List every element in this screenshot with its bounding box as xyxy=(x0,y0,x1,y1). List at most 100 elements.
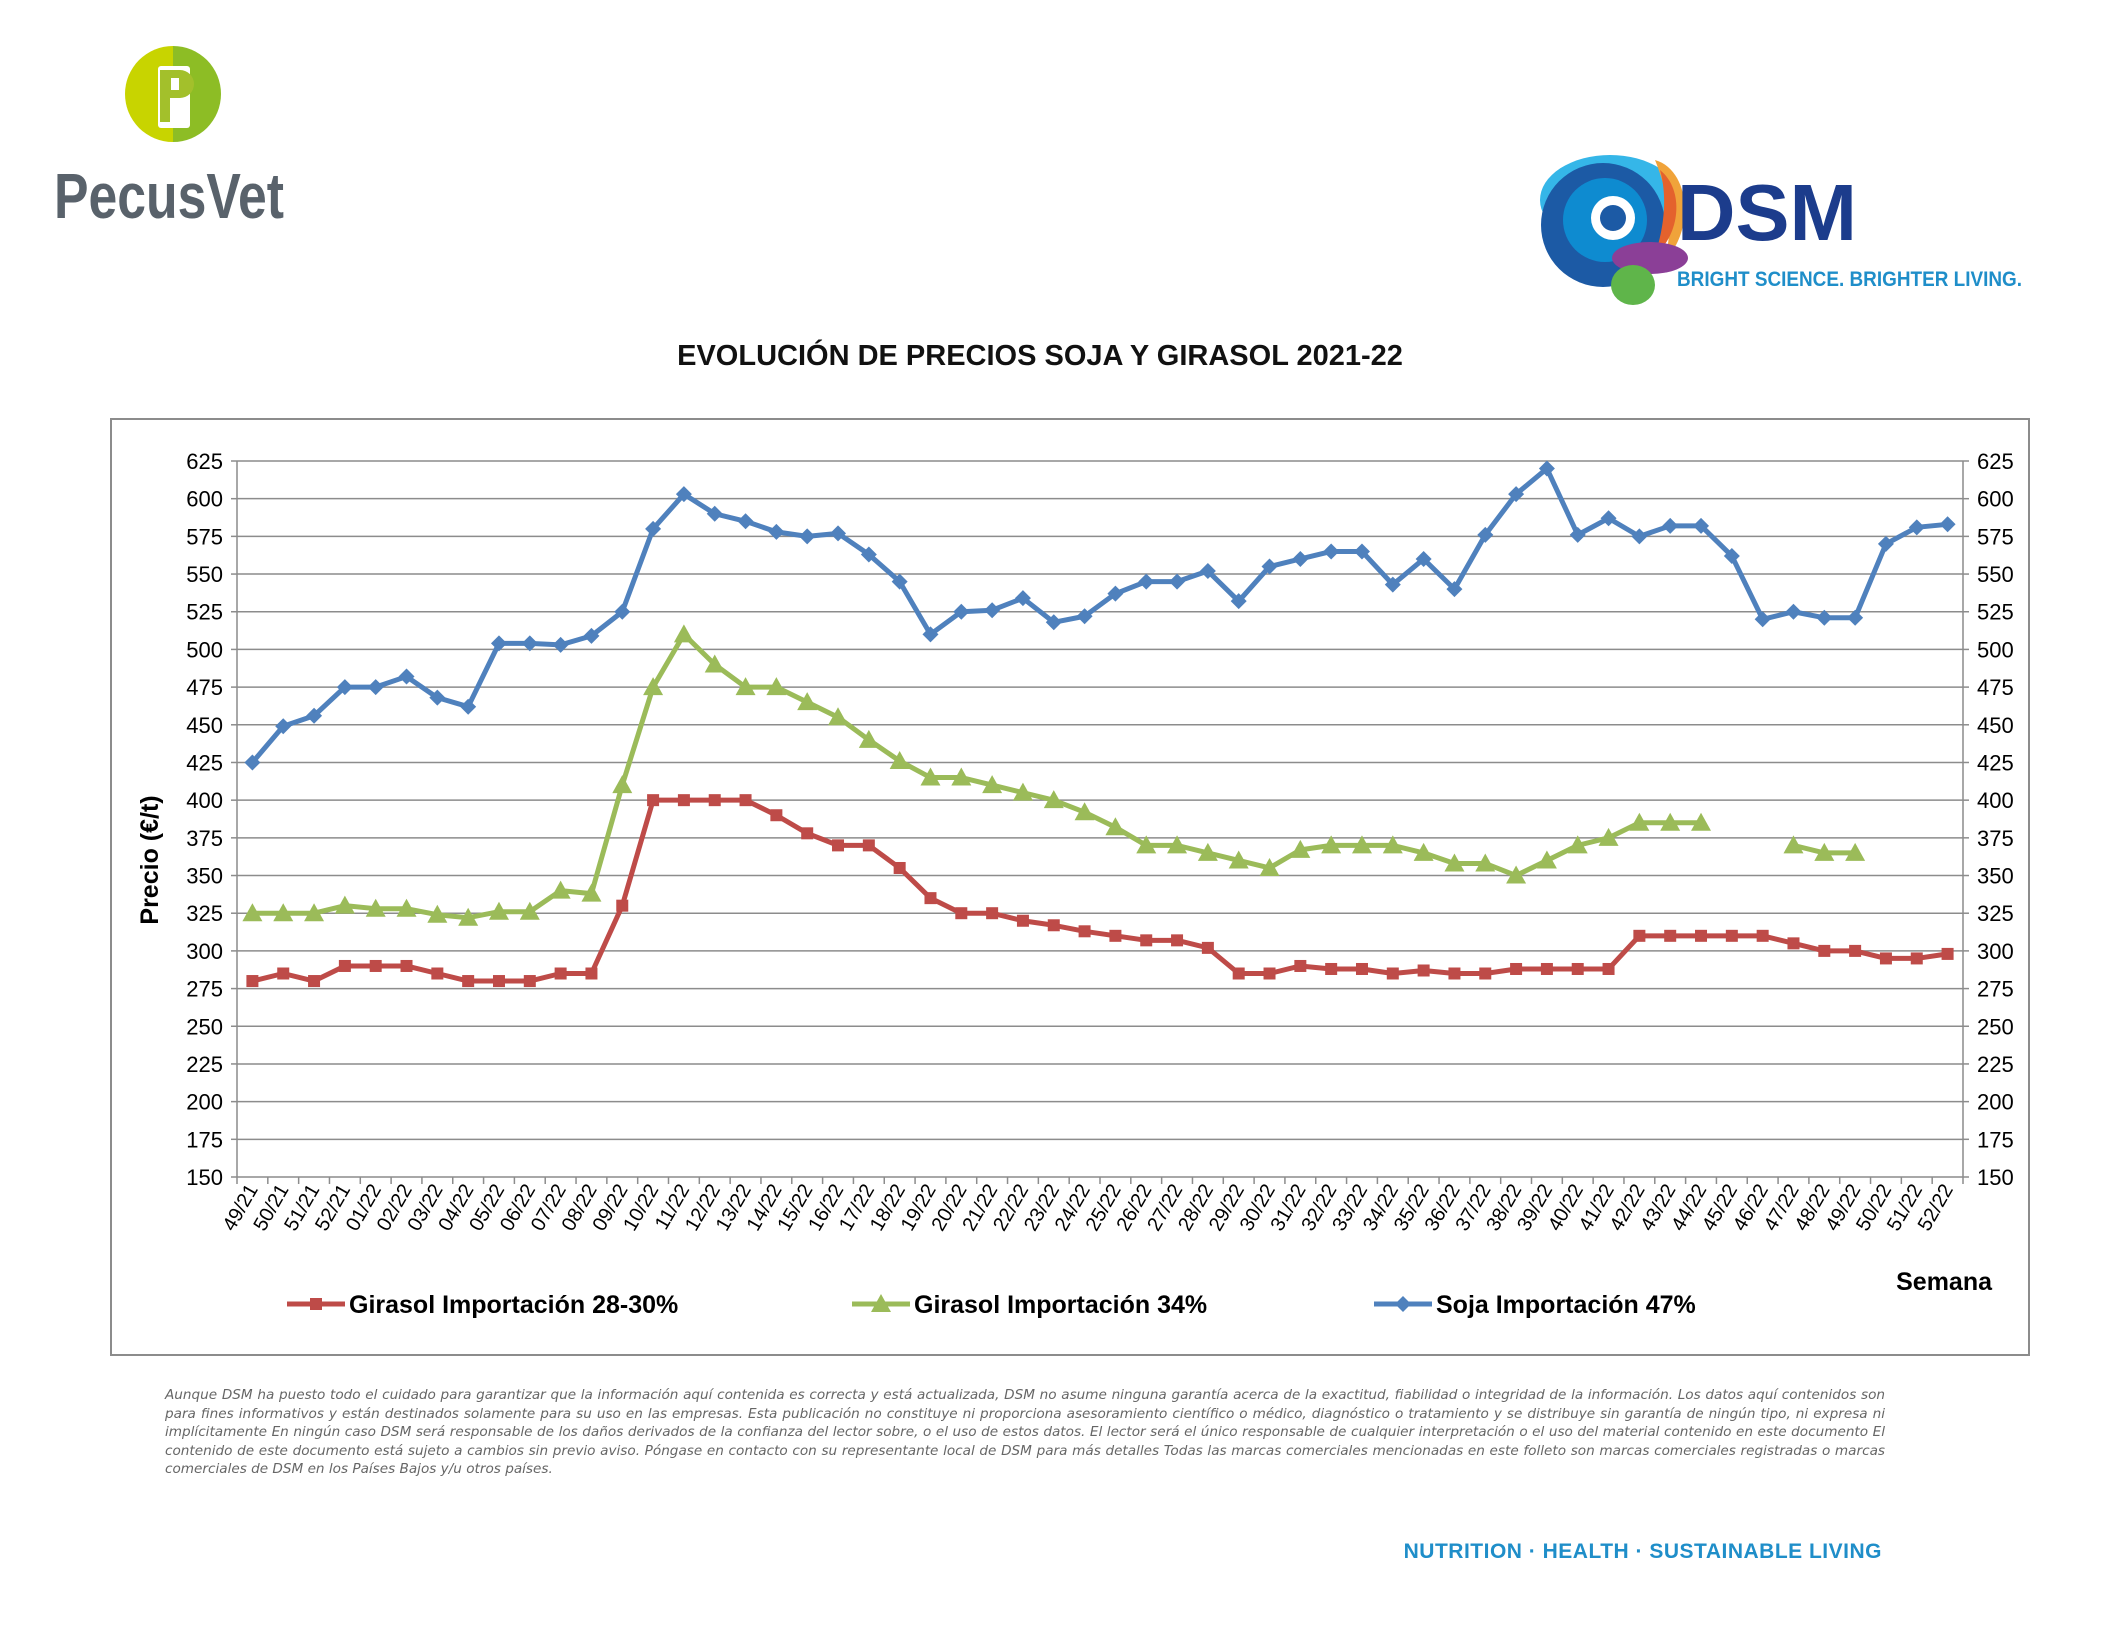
data-point xyxy=(1294,959,1307,972)
data-point xyxy=(1323,543,1340,560)
legend-label: Girasol Importación 28-30% xyxy=(349,1291,678,1319)
data-point xyxy=(1384,576,1401,593)
data-point xyxy=(1538,460,1555,477)
y2-tick-label: 625 xyxy=(1977,449,2014,474)
data-point xyxy=(1477,526,1494,543)
data-point xyxy=(1479,967,1492,980)
data-point xyxy=(1448,967,1461,980)
data-point xyxy=(1446,581,1463,598)
y2-tick-label: 275 xyxy=(1977,977,2014,1002)
data-point xyxy=(1783,835,1804,854)
data-point xyxy=(830,525,847,542)
data-point xyxy=(1355,962,1368,975)
data-point xyxy=(1818,944,1831,957)
data-point xyxy=(1259,857,1280,876)
y2-tick-label: 550 xyxy=(1977,562,2014,587)
data-point xyxy=(1695,929,1708,942)
dsm-emblem xyxy=(1540,155,1688,305)
data-point xyxy=(244,754,261,771)
y2-tick-label: 150 xyxy=(1977,1165,2014,1190)
data-point xyxy=(338,959,351,972)
data-point xyxy=(583,627,600,644)
y2-tick-label: 525 xyxy=(1977,600,2014,625)
y-tick-label: 525 xyxy=(186,600,223,625)
data-point xyxy=(891,573,908,590)
legend-marker xyxy=(871,1294,891,1312)
y2-tick-label: 600 xyxy=(1977,487,2014,512)
data-point xyxy=(737,513,754,530)
data-point xyxy=(521,635,538,652)
data-point xyxy=(770,809,783,822)
data-point xyxy=(1475,853,1496,872)
data-point xyxy=(1230,593,1247,610)
data-point xyxy=(1536,850,1557,869)
data-point xyxy=(273,903,294,922)
y-tick-label: 425 xyxy=(186,750,223,775)
data-point xyxy=(675,486,692,503)
data-point xyxy=(1014,590,1031,607)
data-point xyxy=(1785,603,1802,620)
series-2 xyxy=(242,624,1866,926)
legend-marker xyxy=(310,1298,322,1310)
data-point xyxy=(1169,573,1186,590)
series-3 xyxy=(244,460,1956,771)
data-point xyxy=(766,677,787,696)
y-tick-label: 300 xyxy=(186,939,223,964)
disclaimer-text: Aunque DSM ha puesto todo el cuidado par… xyxy=(165,1387,1885,1477)
data-point xyxy=(492,975,505,988)
data-point xyxy=(858,729,879,748)
data-point xyxy=(768,523,785,540)
data-point xyxy=(1107,585,1124,602)
data-point xyxy=(799,528,816,545)
legend-marker xyxy=(1395,1296,1411,1312)
data-point xyxy=(1877,535,1894,552)
y2-tick-label: 500 xyxy=(1977,637,2014,662)
data-point xyxy=(367,679,384,696)
data-point xyxy=(1016,914,1029,927)
data-point xyxy=(585,967,598,980)
data-point xyxy=(1540,962,1553,975)
data-point xyxy=(490,635,507,652)
y2-tick-label: 475 xyxy=(1977,675,2014,700)
chart-frame: 150 150 175 175 200 200 225 225 250 250 275 275 300 3… xyxy=(110,418,2030,1356)
data-point xyxy=(1845,842,1866,861)
y-tick-label: 150 xyxy=(186,1165,223,1190)
data-point xyxy=(1413,842,1434,861)
data-point xyxy=(1386,967,1399,980)
data-point xyxy=(1725,929,1738,942)
data-point xyxy=(828,707,849,726)
data-point xyxy=(1290,839,1311,858)
data-point xyxy=(1199,563,1216,580)
y-tick-label: 325 xyxy=(186,901,223,926)
data-point xyxy=(1567,835,1588,854)
data-point xyxy=(275,718,292,735)
data-point xyxy=(1814,842,1835,861)
data-point xyxy=(1167,835,1188,854)
data-point xyxy=(1078,925,1091,938)
data-point xyxy=(1629,812,1650,831)
y2-tick-label: 300 xyxy=(1977,939,2014,964)
pecusvet-logo: PecusVet xyxy=(54,46,284,232)
data-point xyxy=(523,975,536,988)
data-point xyxy=(953,603,970,620)
data-point xyxy=(1723,547,1740,564)
data-point xyxy=(1664,929,1677,942)
dsm-logo: DSM BRIGHT SCIENCE. BRIGHTER LIVING. xyxy=(1540,155,2022,305)
data-point xyxy=(1382,835,1403,854)
data-point xyxy=(1506,865,1527,884)
y-tick-label: 450 xyxy=(186,713,223,738)
data-point xyxy=(677,794,690,807)
data-point xyxy=(1691,812,1712,831)
data-point xyxy=(427,904,448,923)
data-point xyxy=(1756,929,1769,942)
pecusvet-wordmark: PecusVet xyxy=(54,160,284,232)
dsm-wordmark: DSM xyxy=(1677,168,1857,257)
data-point xyxy=(1849,944,1862,957)
data-point xyxy=(955,907,968,920)
pecusvet-mark xyxy=(125,46,221,142)
legend-item: Girasol Importación 28-30% xyxy=(287,1291,678,1319)
data-point xyxy=(708,794,721,807)
data-point xyxy=(1415,550,1432,567)
data-point xyxy=(1879,952,1892,965)
series-line xyxy=(250,466,1948,765)
